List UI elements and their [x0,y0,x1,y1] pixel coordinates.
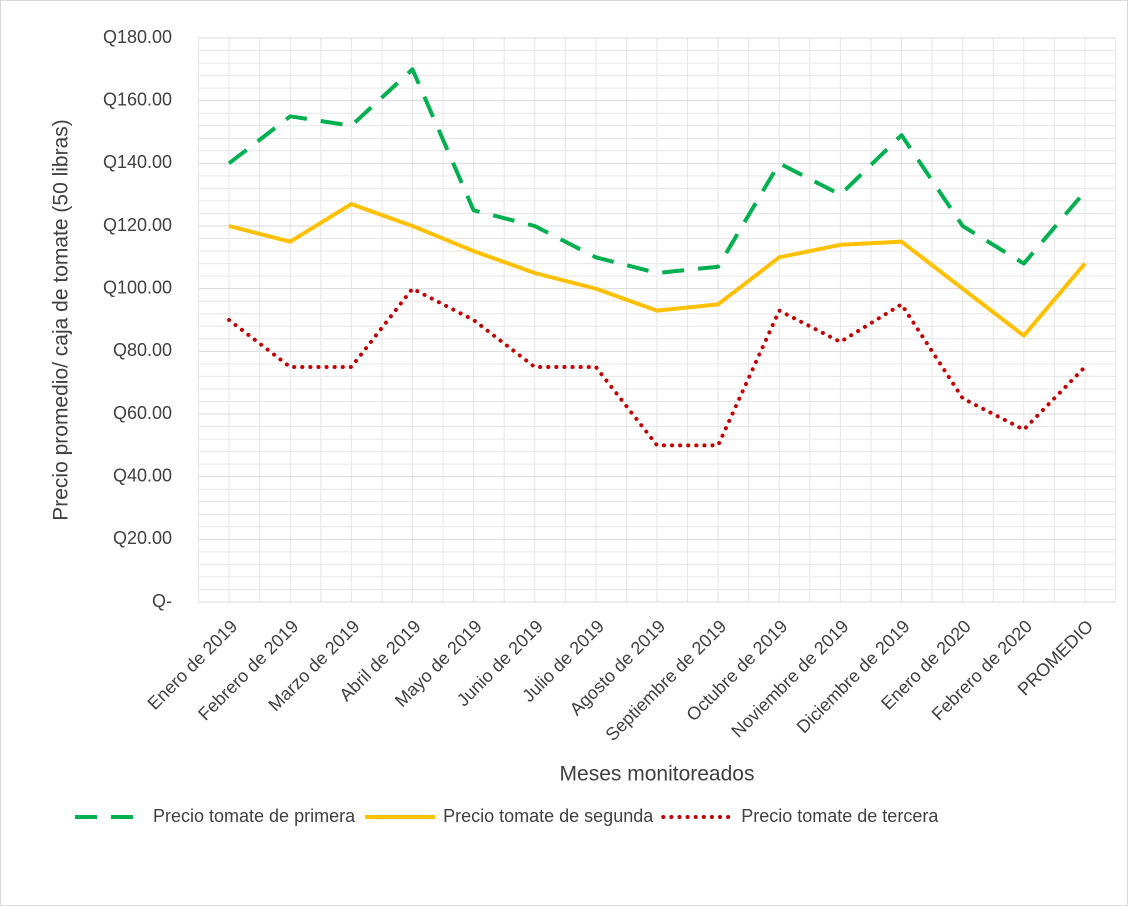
y-tick-label: Q100.00 [103,277,172,297]
grid [198,37,1116,603]
series-line [228,202,1087,338]
y-tick-label: Q160.00 [103,89,172,109]
y-tick-label: Q- [152,591,172,611]
y-tick-label: Q20.00 [113,528,172,548]
legend-label: Precio tomate de primera [153,806,356,826]
legend-label: Precio tomate de tercera [741,806,939,826]
series-line [227,286,1087,448]
y-tick-label: Q80.00 [113,340,172,360]
series-line [227,67,1087,275]
legend-label: Precio tomate de segunda [443,806,654,826]
y-tick-label: Q40.00 [113,465,172,485]
y-tick-label: Q120.00 [103,215,172,235]
y-tick-label: Q60.00 [113,403,172,423]
x-axis-title: Meses monitoreados [560,763,755,786]
y-tick-label: Q180.00 [103,27,172,47]
y-tick-label: Q140.00 [103,152,172,172]
y-axis-title: Precio promedio/ caja de tomate (50 libr… [50,119,73,521]
